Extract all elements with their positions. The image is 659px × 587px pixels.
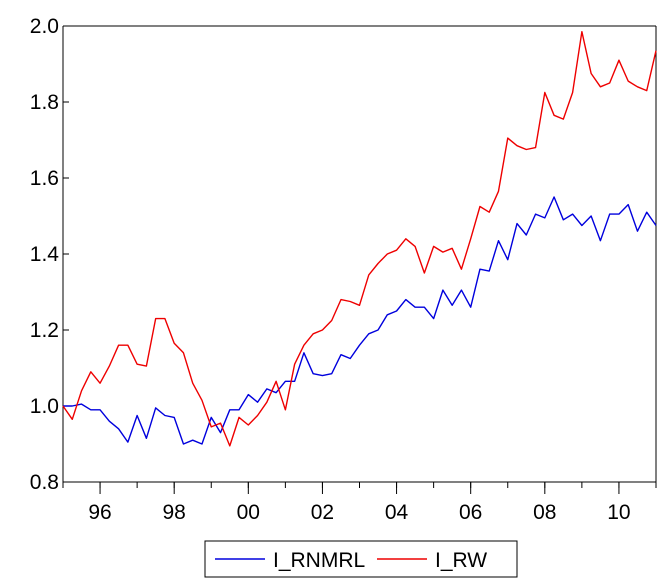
x-tick-label: 04 (385, 501, 409, 524)
legend: I_RNMRL I_RW (204, 540, 518, 578)
x-tick-label: 98 (163, 501, 186, 524)
x-tick-label: 06 (459, 501, 482, 524)
x-tick-label: 00 (237, 501, 260, 524)
y-tick-label: 0.8 (30, 471, 59, 494)
legend-label-i-rw: I_RW (435, 549, 487, 572)
y-tick-label: 1.0 (30, 395, 59, 418)
series-layer (62, 31, 657, 447)
y-tick-label: 1.2 (30, 319, 59, 342)
series-line-i-rw (62, 31, 657, 447)
x-tick-label: 96 (88, 501, 111, 524)
x-tick-label: 10 (607, 501, 630, 524)
y-tick-label: 2.0 (30, 15, 59, 38)
x-tick-label: 08 (533, 501, 556, 524)
y-tick-label: 1.8 (30, 91, 59, 114)
y-tick-label: 1.6 (30, 167, 59, 190)
y-tick-label: 1.4 (30, 243, 60, 266)
series-line-i-rnmrl (63, 196, 657, 445)
axes-layer: 0.8 1.0 1.2 1.4 1.6 1.8 2.0 96 98 00 02 04 06 08 10 (30, 15, 657, 524)
legend-label-i-rnmrl: I_RNMRL (273, 549, 365, 572)
x-tick-label: 02 (311, 501, 334, 524)
